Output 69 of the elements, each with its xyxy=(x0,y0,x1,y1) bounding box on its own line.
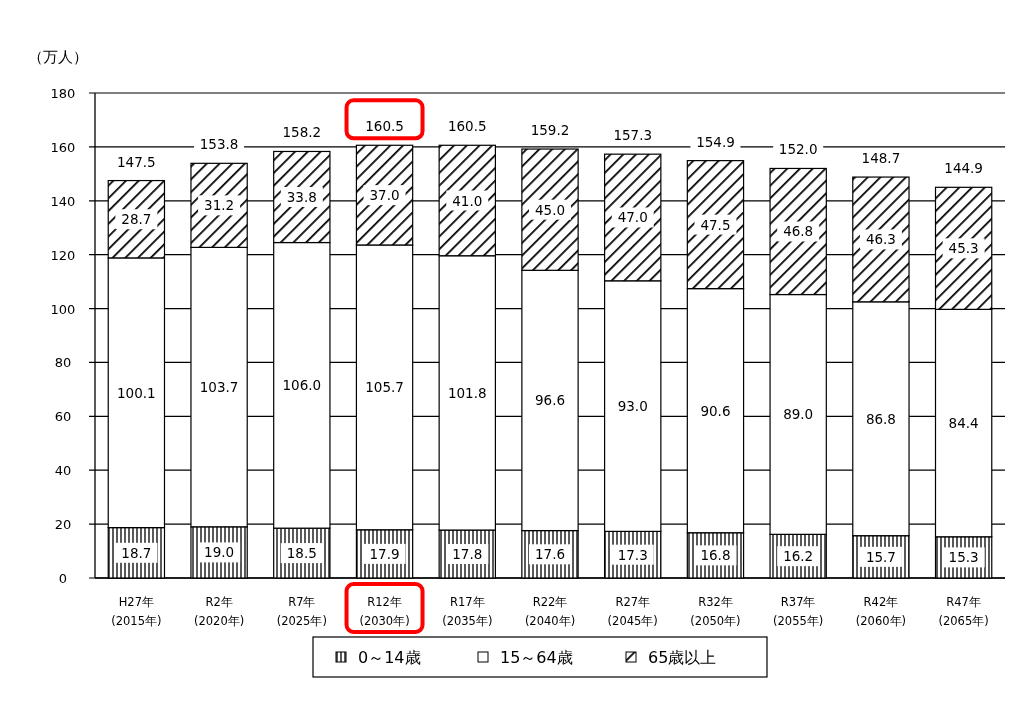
x-tick-label: R32年 (2050年) xyxy=(690,595,741,628)
x-tick-label: R22年 (2040年) xyxy=(524,595,576,628)
y-tick-label: 60 xyxy=(54,409,72,425)
data-label: 86.8 xyxy=(865,410,896,427)
total-label: 152.0 xyxy=(778,141,818,158)
total-label: 153.8 xyxy=(199,136,239,153)
data-label: 45.3 xyxy=(948,240,979,257)
y-tick-label: 100 xyxy=(50,301,76,317)
x-tick-label: R47年 (2065年) xyxy=(938,595,989,628)
x-tick-label: R7年 (2025年) xyxy=(276,595,327,628)
total-label: 158.2 xyxy=(282,124,322,141)
data-label: 33.8 xyxy=(286,189,317,206)
data-label: 84.4 xyxy=(948,415,979,432)
data-label: 100.1 xyxy=(117,384,156,401)
total-label: 147.5 xyxy=(117,153,156,170)
data-label: 105.7 xyxy=(365,379,404,396)
data-label: 16.2 xyxy=(783,548,814,565)
y-tick-label: 0 xyxy=(58,571,68,586)
data-label: 89.0 xyxy=(783,406,814,423)
total-label: 157.3 xyxy=(613,127,653,144)
data-label: 41.0 xyxy=(452,192,483,209)
x-tick-label: R2年 (2020年) xyxy=(193,595,245,628)
data-label: 15.7 xyxy=(865,548,896,565)
data-label: 93.0 xyxy=(617,398,648,415)
data-label: 15.3 xyxy=(948,549,979,566)
x-tick-label: H27年 (2015年) xyxy=(111,595,162,628)
legend-label: 0～14歳 xyxy=(358,648,421,667)
data-label: 18.7 xyxy=(121,544,152,561)
data-label: 101.8 xyxy=(447,384,487,401)
data-label: 96.6 xyxy=(534,392,566,409)
data-label: 31.2 xyxy=(204,197,235,214)
total-label: 159.2 xyxy=(530,122,570,139)
total-label: 144.9 xyxy=(944,160,983,177)
x-tick-label: R42年 (2060年) xyxy=(855,595,907,628)
total-label: 148.7 xyxy=(861,150,901,167)
y-tick-label: 80 xyxy=(54,355,72,371)
data-label: 46.3 xyxy=(865,231,896,248)
y-tick-label: 140 xyxy=(50,193,76,209)
x-tick-label: R12年 (2030年) xyxy=(359,595,410,628)
data-label: 19.0 xyxy=(204,544,235,561)
data-label: 16.8 xyxy=(700,547,731,564)
data-label: 17.3 xyxy=(617,546,648,563)
x-tick-label: R27年 (2045年) xyxy=(607,595,658,628)
x-tick-label: R37年 (2055年) xyxy=(773,595,824,628)
data-label: 28.7 xyxy=(121,211,152,228)
y-tick-label: 120 xyxy=(50,247,76,263)
data-label: 103.7 xyxy=(199,379,239,396)
legend-label: 65歳以上 xyxy=(648,648,717,667)
data-label: 47.0 xyxy=(617,209,648,226)
legend-label: 15～64歳 xyxy=(500,648,573,667)
data-label: 17.9 xyxy=(369,545,400,562)
x-tick-label: R17年 (2035年) xyxy=(442,595,493,628)
data-label: 90.6 xyxy=(700,402,731,419)
data-label: 106.0 xyxy=(282,377,322,394)
data-label: 45.0 xyxy=(534,201,566,218)
data-label: 17.6 xyxy=(534,546,566,563)
data-label: 46.8 xyxy=(783,223,814,240)
total-label: 160.5 xyxy=(365,118,404,135)
y-axis-title: （万人） xyxy=(28,48,88,66)
data-label: 17.8 xyxy=(452,546,483,563)
total-label: 160.5 xyxy=(447,118,487,135)
y-tick-label: 20 xyxy=(54,517,72,533)
y-tick-label: 160 xyxy=(50,139,76,155)
total-label: 154.9 xyxy=(696,133,735,150)
data-label: 47.5 xyxy=(700,216,731,233)
y-tick-label: 180 xyxy=(50,86,76,101)
data-label: 37.0 xyxy=(369,187,400,204)
y-tick-label: 40 xyxy=(54,463,72,479)
data-label: 18.5 xyxy=(286,545,317,562)
